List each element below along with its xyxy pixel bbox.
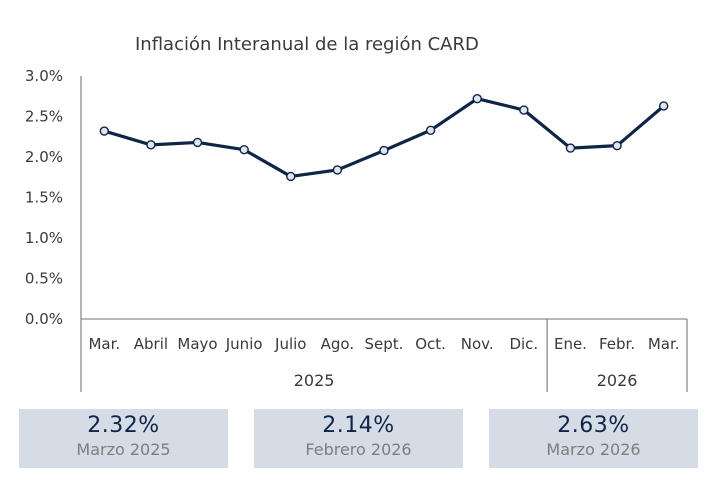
x-tick-label: Dic. <box>509 335 538 353</box>
x-axis: Mar. Abril Mayo Junio Julio Ago. Sept. Oct. Nov.… <box>88 335 679 390</box>
series-line <box>103 97 665 179</box>
data-point <box>239 145 249 155</box>
data-point <box>286 171 296 182</box>
y-tick-label: 2.5% <box>25 108 63 126</box>
card-value: 2.14% <box>322 413 395 438</box>
x-tick-label: Abril <box>134 335 168 353</box>
y-tick-label: 2.0% <box>25 148 63 166</box>
y-tick-label: 1.0% <box>25 229 63 247</box>
x-tick-label: Sept. <box>365 335 404 353</box>
y-axis: 0.0% 0.5% 1.0% 1.5% 2.0% 2.5% 3.0% <box>25 67 63 328</box>
summary-cards: 2.32% Marzo 2025 2.14% Febrero 2026 2.63… <box>19 409 698 468</box>
card-label: Marzo 2026 <box>546 440 641 459</box>
data-point <box>146 140 156 150</box>
x-tick-label: Ago. <box>321 335 354 353</box>
year-group-label: 2025 <box>294 371 335 390</box>
summary-card-march-2026: 2.63% Marzo 2026 <box>489 409 698 468</box>
data-point <box>658 101 669 111</box>
card-label: Febrero 2026 <box>305 440 412 459</box>
summary-card-february-2026: 2.14% Febrero 2026 <box>254 409 463 468</box>
x-tick-label: Nov. <box>461 335 494 353</box>
data-point <box>612 140 622 151</box>
axes <box>80 76 688 392</box>
y-tick-label: 3.0% <box>25 67 63 85</box>
y-tick-label: 1.5% <box>25 189 63 207</box>
card-value: 2.32% <box>87 413 160 438</box>
y-tick-label: 0.0% <box>25 310 63 328</box>
card-label: Marzo 2025 <box>76 440 171 459</box>
line-chart: Inflación Interanual de la región CARD 0… <box>25 34 688 392</box>
card-value: 2.63% <box>557 413 630 438</box>
data-point <box>379 145 389 156</box>
data-point <box>192 137 203 148</box>
data-point <box>99 126 110 136</box>
x-tick-label: Febr. <box>599 335 635 353</box>
plot-area <box>99 93 669 182</box>
data-point <box>332 165 343 175</box>
data-point <box>519 105 529 115</box>
chart-title: Inflación Interanual de la región CARD <box>135 34 479 55</box>
x-tick-label: Julio <box>274 335 306 353</box>
y-tick-label: 0.5% <box>25 270 63 288</box>
x-tick-label: Mar. <box>88 335 120 353</box>
x-tick-label: Mayo <box>177 335 217 353</box>
x-tick-label: Oct. <box>415 335 446 353</box>
x-tick-label: Junio <box>225 335 263 353</box>
x-tick-label: Ene. <box>554 335 587 353</box>
data-point <box>425 125 436 135</box>
x-tick-label: Mar. <box>648 335 680 353</box>
year-group-label: 2026 <box>597 371 638 390</box>
data-point <box>565 143 576 153</box>
data-point <box>472 93 482 104</box>
summary-card-march-2025: 2.32% Marzo 2025 <box>19 409 228 468</box>
